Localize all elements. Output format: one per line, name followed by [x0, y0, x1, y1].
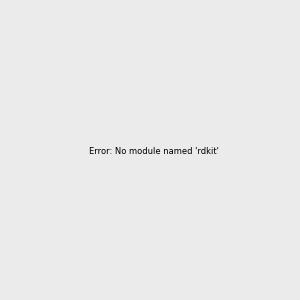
- Text: Error: No module named 'rdkit': Error: No module named 'rdkit': [89, 147, 219, 156]
